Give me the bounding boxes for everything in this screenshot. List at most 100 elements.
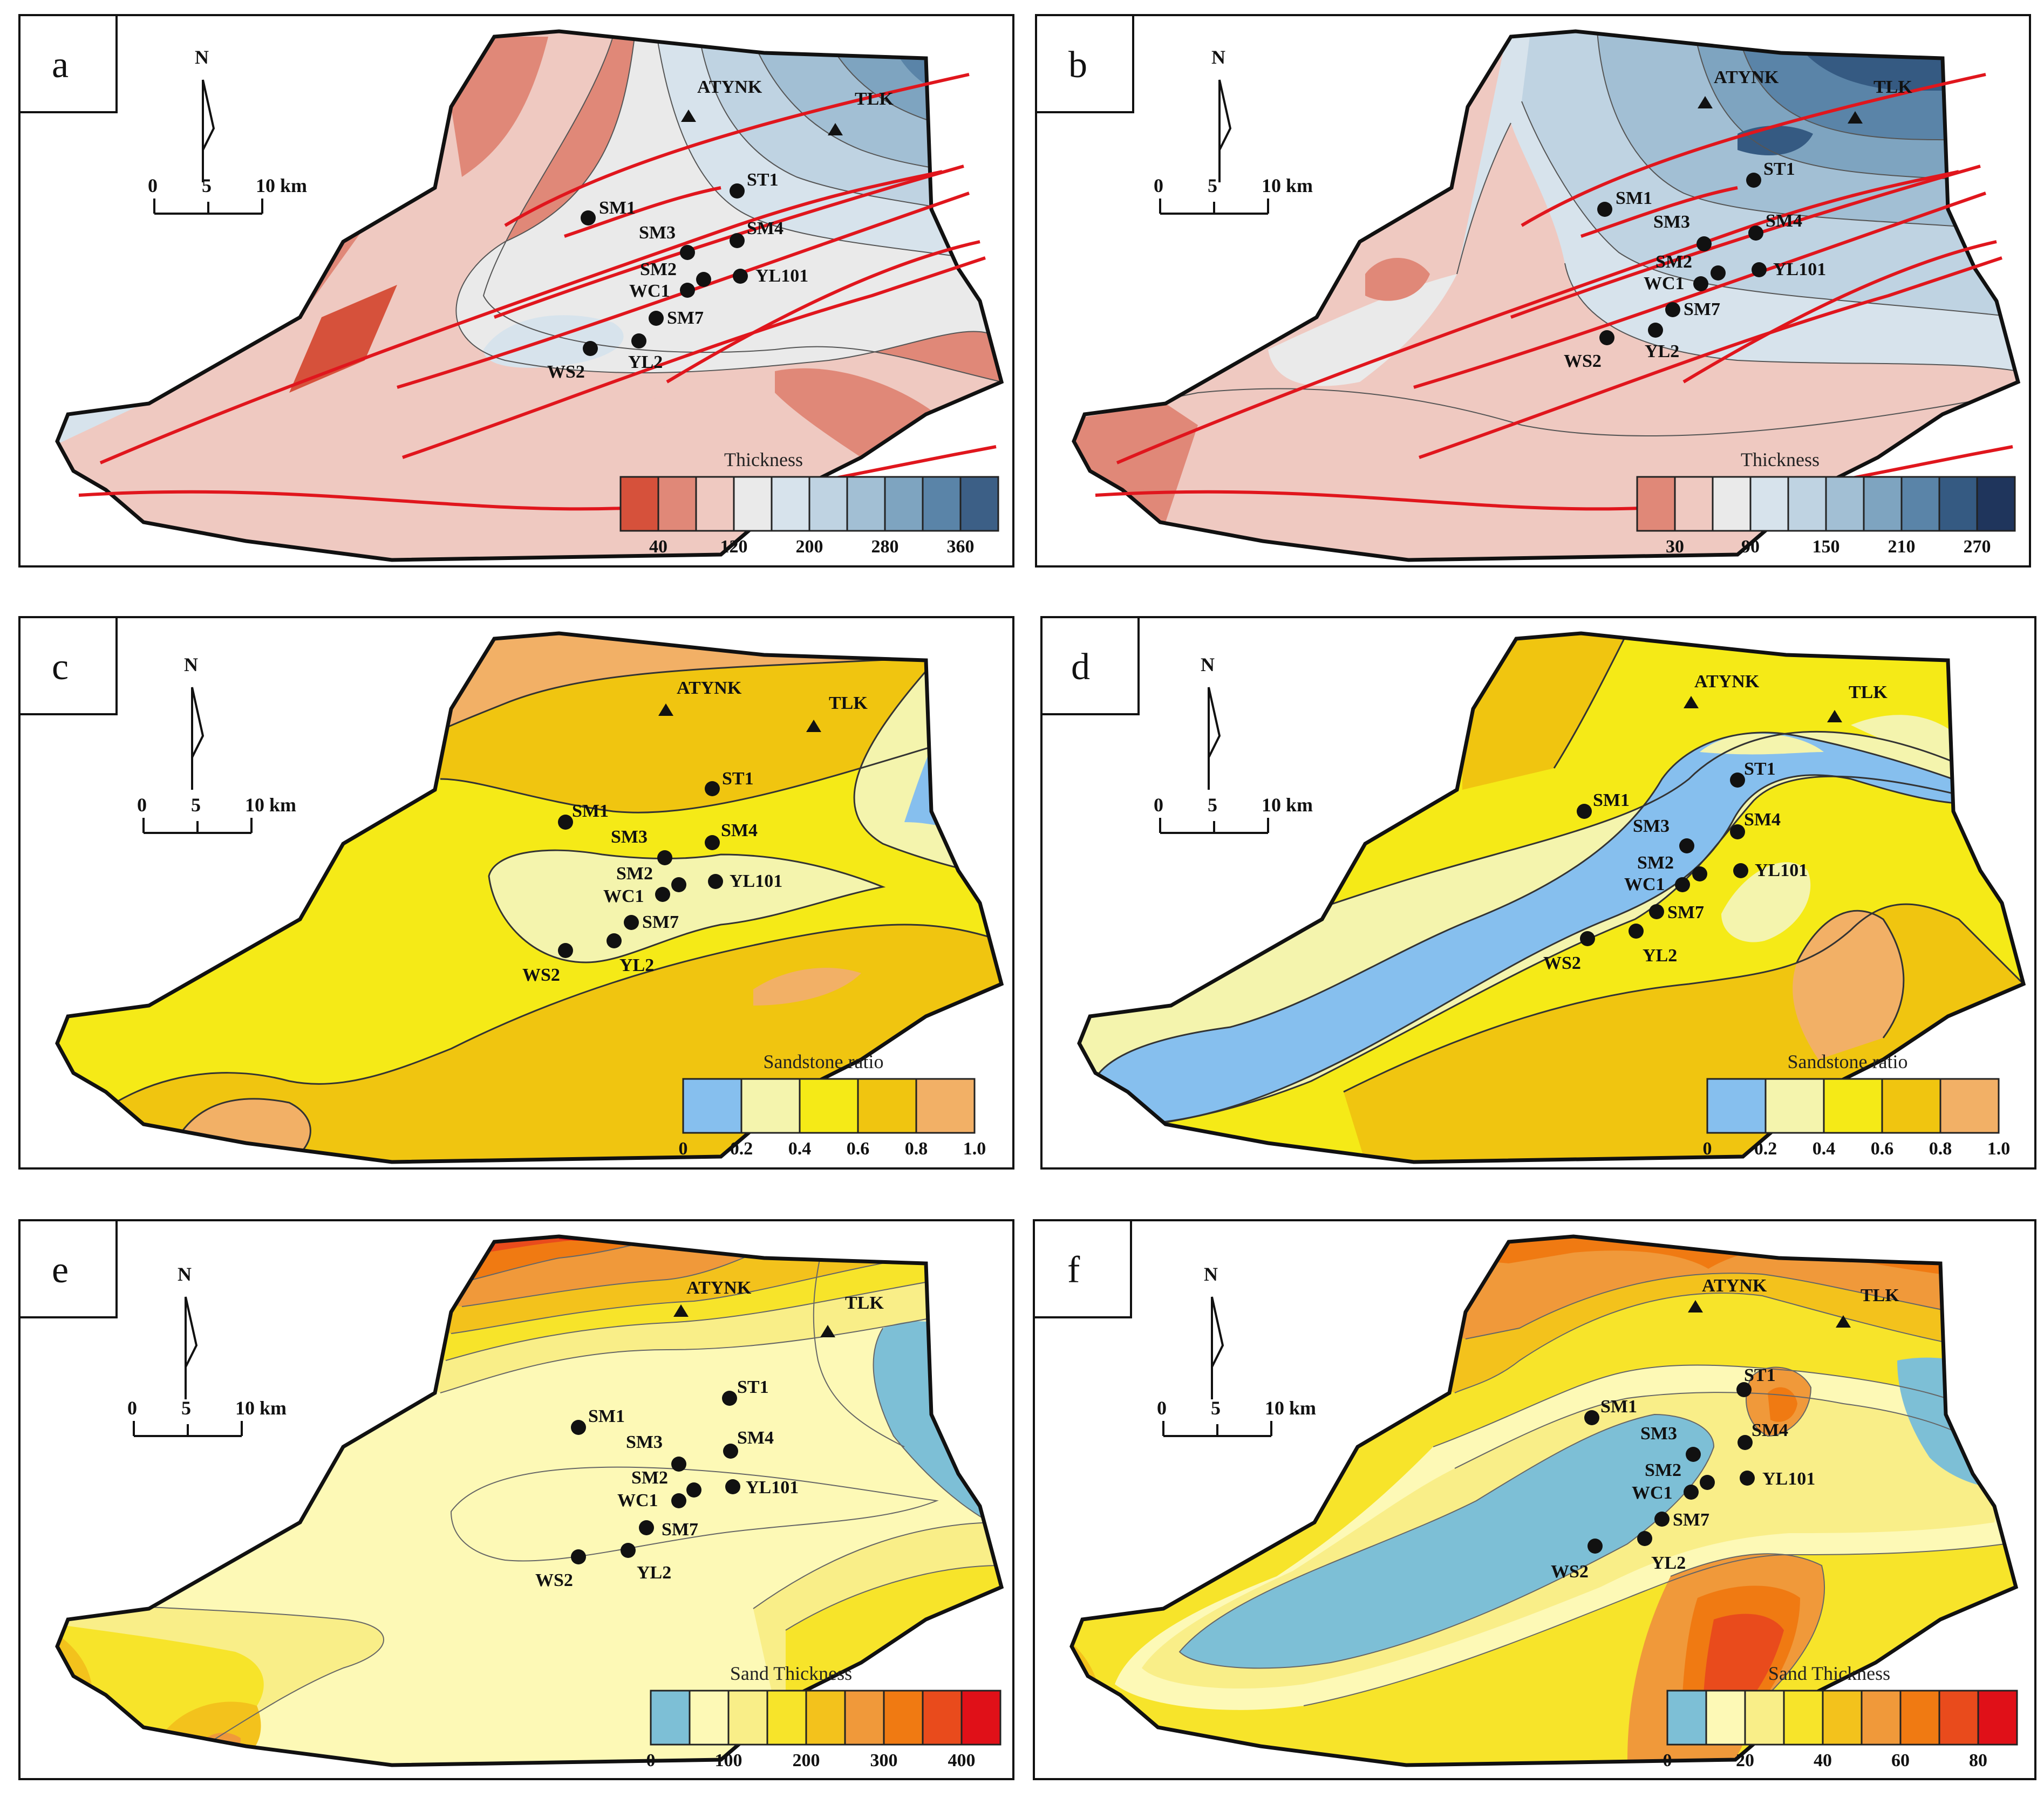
colorbar-tick-label: 0.6 xyxy=(847,1139,870,1159)
well-label: ST1 xyxy=(1763,159,1795,179)
colorbar-swatch xyxy=(766,1690,807,1746)
colorbar-swatch xyxy=(1861,1690,1902,1746)
colorbar-swatch xyxy=(1674,476,1714,532)
well-label: WS2 xyxy=(547,362,585,382)
well-label: YL2 xyxy=(1643,946,1677,966)
well-point xyxy=(671,877,686,892)
colorbar-tick-label: 40 xyxy=(1814,1751,1832,1770)
colorbar-tick-label: 0.4 xyxy=(1813,1139,1836,1159)
colorbar-tick-label: 270 xyxy=(1964,537,1991,557)
scale-label: 0 xyxy=(148,175,158,196)
well-label: SM3 xyxy=(1640,1424,1677,1444)
well-label: SM3 xyxy=(611,827,648,847)
colorbar-tick-label: 0 xyxy=(646,1751,656,1770)
colorbar-swatch xyxy=(689,1690,730,1746)
well-label: WC1 xyxy=(629,281,670,301)
well-point xyxy=(1684,1485,1699,1500)
scale-bar: 0 5 10 km xyxy=(1157,1397,1316,1437)
colorbar-tick-label: 300 xyxy=(870,1751,898,1770)
well-point xyxy=(730,183,745,199)
well-label: WC1 xyxy=(617,1491,658,1510)
colorbar-swatch xyxy=(1939,1078,2000,1134)
well-label: ST1 xyxy=(1744,759,1776,779)
well-markers: SM1 SM3 ST1 SM4 SM2 WC1 YL101 SM7 YL2 WS… xyxy=(522,678,868,985)
well-label: YL101 xyxy=(755,266,808,286)
well-label: SM4 xyxy=(737,1428,774,1448)
colorbar-tick-label: 360 xyxy=(947,537,975,557)
station-label: ATYNK xyxy=(697,77,762,97)
well-label: WC1 xyxy=(1624,874,1665,894)
well-label: WS2 xyxy=(1564,351,1602,371)
well-label: SM1 xyxy=(1593,790,1630,810)
well-point xyxy=(671,1493,686,1508)
scale-label: 0 xyxy=(137,794,147,816)
well-point xyxy=(696,272,711,287)
colorbar-title: Sand Thickness xyxy=(730,1663,852,1684)
well-label: ST1 xyxy=(722,769,754,789)
well-label: WC1 xyxy=(1644,274,1685,293)
station-triangle xyxy=(673,1304,689,1317)
panel-d: d N 0 5 10 km SM1 SM3 ST1 SM4 SM2 WC1 YL… xyxy=(1040,616,2036,1170)
colorbar-swatch xyxy=(1938,1690,1979,1746)
panel-e: e N 0 5 10 km SM1 SM3 ST1 SM4 SM2 WC1 YL… xyxy=(18,1219,1014,1780)
colorbar-title: Thickness xyxy=(724,449,803,470)
well-point xyxy=(725,1479,740,1494)
well-label: WS2 xyxy=(1543,953,1581,973)
well-point xyxy=(1693,276,1708,291)
north-label: N xyxy=(1211,46,1225,68)
scale-label: 5 xyxy=(181,1397,191,1419)
well-label: SM4 xyxy=(1744,810,1781,830)
colorbar: Thickness 30 90 150 210 270 xyxy=(1636,449,2016,557)
well-point xyxy=(1738,1435,1753,1450)
well-label: SM2 xyxy=(1637,853,1674,873)
panel-letter-box: b xyxy=(1036,14,1134,113)
colorbar-swatch xyxy=(844,1690,885,1746)
north-label: N xyxy=(1201,654,1215,675)
well-point xyxy=(649,311,664,326)
well-point xyxy=(1746,173,1761,188)
panel-letter: d xyxy=(1071,646,1090,688)
panel-letter: c xyxy=(52,646,69,688)
well-label: SM1 xyxy=(1616,188,1652,208)
colorbar-swatch xyxy=(1706,1078,1767,1134)
scale-label: 5 xyxy=(202,175,212,196)
well-label: WS2 xyxy=(1551,1562,1589,1582)
well-point xyxy=(723,1444,738,1459)
panel-f: f N 0 5 10 km SM1 SM3 ST1 SM4 SM2 WC1 YL… xyxy=(1033,1219,2036,1780)
panel-c: c N 0 5 10 km SM1 SM3 ST1 SM4 SM2 WC1 YL… xyxy=(18,616,1014,1170)
well-point xyxy=(571,1549,586,1564)
colorbar-tick-label: 150 xyxy=(1813,537,1840,557)
colorbar: Sandstone ratio 0 0.2 0.4 0.6 0.8 1.0 xyxy=(679,1051,986,1159)
colorbar-tick-label: 210 xyxy=(1888,537,1916,557)
panel-letter-box: c xyxy=(19,616,118,715)
scale-label: 10 km xyxy=(245,794,296,816)
colorbar-tick-label: 0.8 xyxy=(1929,1139,1952,1159)
colorbar-swatch xyxy=(922,476,962,532)
colorbar-swatch xyxy=(857,1078,917,1134)
well-point xyxy=(1696,236,1712,251)
well-label: SM1 xyxy=(599,198,636,218)
well-point xyxy=(1730,824,1745,839)
colorbar-tick-label: 0.4 xyxy=(788,1139,812,1159)
colorbar-swatch xyxy=(1636,476,1676,532)
well-point xyxy=(1648,323,1663,338)
station-label: ATYNK xyxy=(677,678,742,698)
well-label: ST1 xyxy=(747,170,779,190)
well-point xyxy=(1580,931,1595,946)
well-label: SM3 xyxy=(1633,816,1670,836)
well-point xyxy=(1700,1475,1715,1490)
panel-letter: a xyxy=(52,44,69,86)
well-label: SM1 xyxy=(588,1406,625,1426)
colorbar-swatch xyxy=(1764,1078,1825,1134)
well-point xyxy=(1736,1382,1752,1397)
well-point xyxy=(722,1391,737,1406)
colorbar-tick-label: 60 xyxy=(1891,1751,1910,1770)
well-point xyxy=(1740,1471,1755,1486)
well-point xyxy=(1637,1531,1652,1546)
scale-label: 5 xyxy=(1211,1397,1221,1419)
well-label: SM3 xyxy=(1653,212,1690,232)
panel-a: a N 0 5 10 km SM1 SM3 ST1 SM4 SM2 WC1 YL… xyxy=(18,14,1014,568)
station-label: TLK xyxy=(1861,1286,1899,1305)
panel-letter: b xyxy=(1068,44,1087,86)
